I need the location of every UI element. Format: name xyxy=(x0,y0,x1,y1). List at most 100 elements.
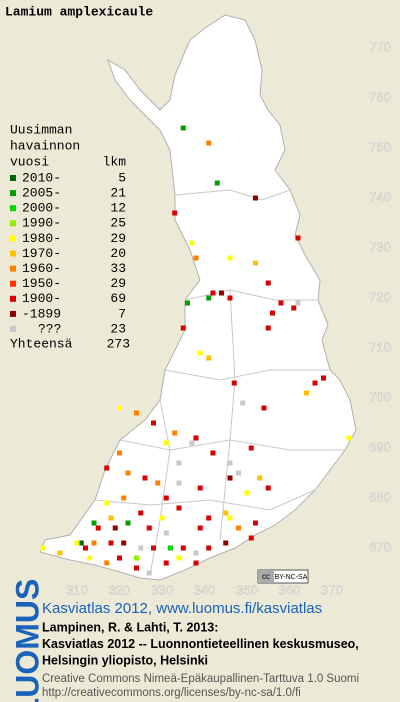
occurrence-square xyxy=(210,290,216,296)
license-badge: cc BY-NC-SA xyxy=(257,569,309,584)
occurrence-square xyxy=(193,560,199,566)
occurrence-square xyxy=(40,545,46,551)
occurrence-square xyxy=(176,505,182,511)
y-tick-label: 700 xyxy=(369,389,391,404)
legend-count: 23 xyxy=(110,321,126,336)
occurrence-square xyxy=(134,565,139,571)
legend-swatch xyxy=(10,175,16,181)
x-tick-label: 360 xyxy=(279,582,301,597)
occurrence-square xyxy=(197,485,203,491)
occurrence-square xyxy=(155,480,161,486)
occurrence-square xyxy=(291,305,297,311)
x-tick-label: 370 xyxy=(321,582,343,597)
x-tick-label: 340 xyxy=(194,582,216,597)
occurrence-square xyxy=(180,125,186,131)
citation-line: Helsingin yliopisto, Helsinki xyxy=(42,653,208,667)
occurrence-square xyxy=(206,295,212,301)
badge-text: BY-NC-SA xyxy=(275,574,308,581)
legend-label: 2010- xyxy=(22,170,61,185)
occurrence-square xyxy=(125,520,131,526)
legend-swatch xyxy=(10,310,16,317)
occurrence-square xyxy=(253,260,258,266)
occurrence-square xyxy=(240,400,246,406)
legend-label: 1900- xyxy=(22,291,61,306)
legend-label: 1990- xyxy=(22,216,61,231)
legend-swatch xyxy=(10,265,16,272)
x-tick-label: 350 xyxy=(236,582,258,597)
occurrence-square xyxy=(206,140,212,146)
occurrence-square xyxy=(346,435,352,441)
occurrence-square xyxy=(223,510,229,516)
occurrence-square xyxy=(134,410,139,416)
footer-link[interactable]: Kasviatlas 2012, www.luomus.fi/kasviatla… xyxy=(42,600,322,617)
y-tick-label: 710 xyxy=(369,339,391,354)
legend-count: 29 xyxy=(110,276,126,291)
occurrence-square xyxy=(189,240,195,246)
occurrence-square xyxy=(214,180,220,186)
legend-heading: Uusimman xyxy=(10,122,72,137)
y-tick-label: 760 xyxy=(369,89,391,104)
logo: LUOMUS xyxy=(9,579,45,702)
x-tick-label: 310 xyxy=(66,582,88,597)
legend-count: 25 xyxy=(110,216,126,231)
occurrence-square xyxy=(223,540,229,546)
y-tick-label: 720 xyxy=(369,289,391,304)
occurrence-square xyxy=(236,525,241,531)
y-tick-label: 770 xyxy=(369,39,391,54)
occurrence-square xyxy=(95,525,101,531)
occurrence-square xyxy=(138,545,144,551)
legend-swatch xyxy=(10,220,16,227)
occurrence-square xyxy=(236,470,241,476)
license-line: Creative Commons Nimeä-Epäkaupallinen-Ta… xyxy=(42,673,359,685)
occurrence-square xyxy=(270,310,275,316)
occurrence-square xyxy=(146,525,152,531)
occurrence-square xyxy=(78,540,84,546)
occurrence-square xyxy=(193,550,199,556)
occurrence-square xyxy=(163,560,169,566)
occurrence-square xyxy=(206,515,212,521)
occurrence-square xyxy=(138,510,144,516)
license-line: http://creativecommons.org/licenses/by-n… xyxy=(42,687,301,699)
legend-total: 273 xyxy=(107,337,130,352)
y-tick-label: 750 xyxy=(369,139,391,154)
occurrence-square xyxy=(91,540,97,546)
occurrence-square xyxy=(163,440,169,446)
citation-line: Lampinen, R. & Lahti, T. 2013: xyxy=(42,620,218,634)
y-tick-label: 740 xyxy=(369,189,391,204)
occurrence-square xyxy=(134,555,139,561)
occurrence-square xyxy=(248,445,254,451)
occurrence-square xyxy=(185,300,190,306)
legend-count: 5 xyxy=(118,170,126,185)
occurrence-square xyxy=(304,390,309,396)
occurrence-square xyxy=(231,380,237,386)
occurrence-square xyxy=(248,535,254,541)
occurrence-square xyxy=(261,405,267,411)
legend-count: 12 xyxy=(110,201,126,216)
occurrence-square xyxy=(265,485,271,491)
occurrence-square xyxy=(197,525,203,531)
badge-cc: cc xyxy=(262,572,270,581)
legend-count: 21 xyxy=(110,186,126,201)
occurrence-square xyxy=(265,325,271,331)
legend-label: -1899 xyxy=(22,306,61,321)
legend-count: 20 xyxy=(110,246,126,261)
legend-label: 2005- xyxy=(22,186,61,201)
occurrence-square xyxy=(83,545,88,551)
occurrence-square xyxy=(278,300,284,306)
occurrence-square xyxy=(146,570,152,576)
occurrence-square xyxy=(176,460,182,466)
y-tick-label: 680 xyxy=(369,489,391,504)
occurrence-square xyxy=(104,465,110,471)
y-tick-label: 670 xyxy=(369,539,391,554)
occurrence-square xyxy=(117,450,122,456)
occurrence-square xyxy=(244,490,250,496)
occurrence-square xyxy=(210,450,216,456)
x-tick-label: 320 xyxy=(109,582,131,597)
legend-count: 7 xyxy=(118,306,126,321)
occurrence-square xyxy=(257,475,263,481)
occurrence-square xyxy=(197,350,203,356)
occurrence-square xyxy=(87,555,93,561)
legend-swatch xyxy=(10,326,16,332)
